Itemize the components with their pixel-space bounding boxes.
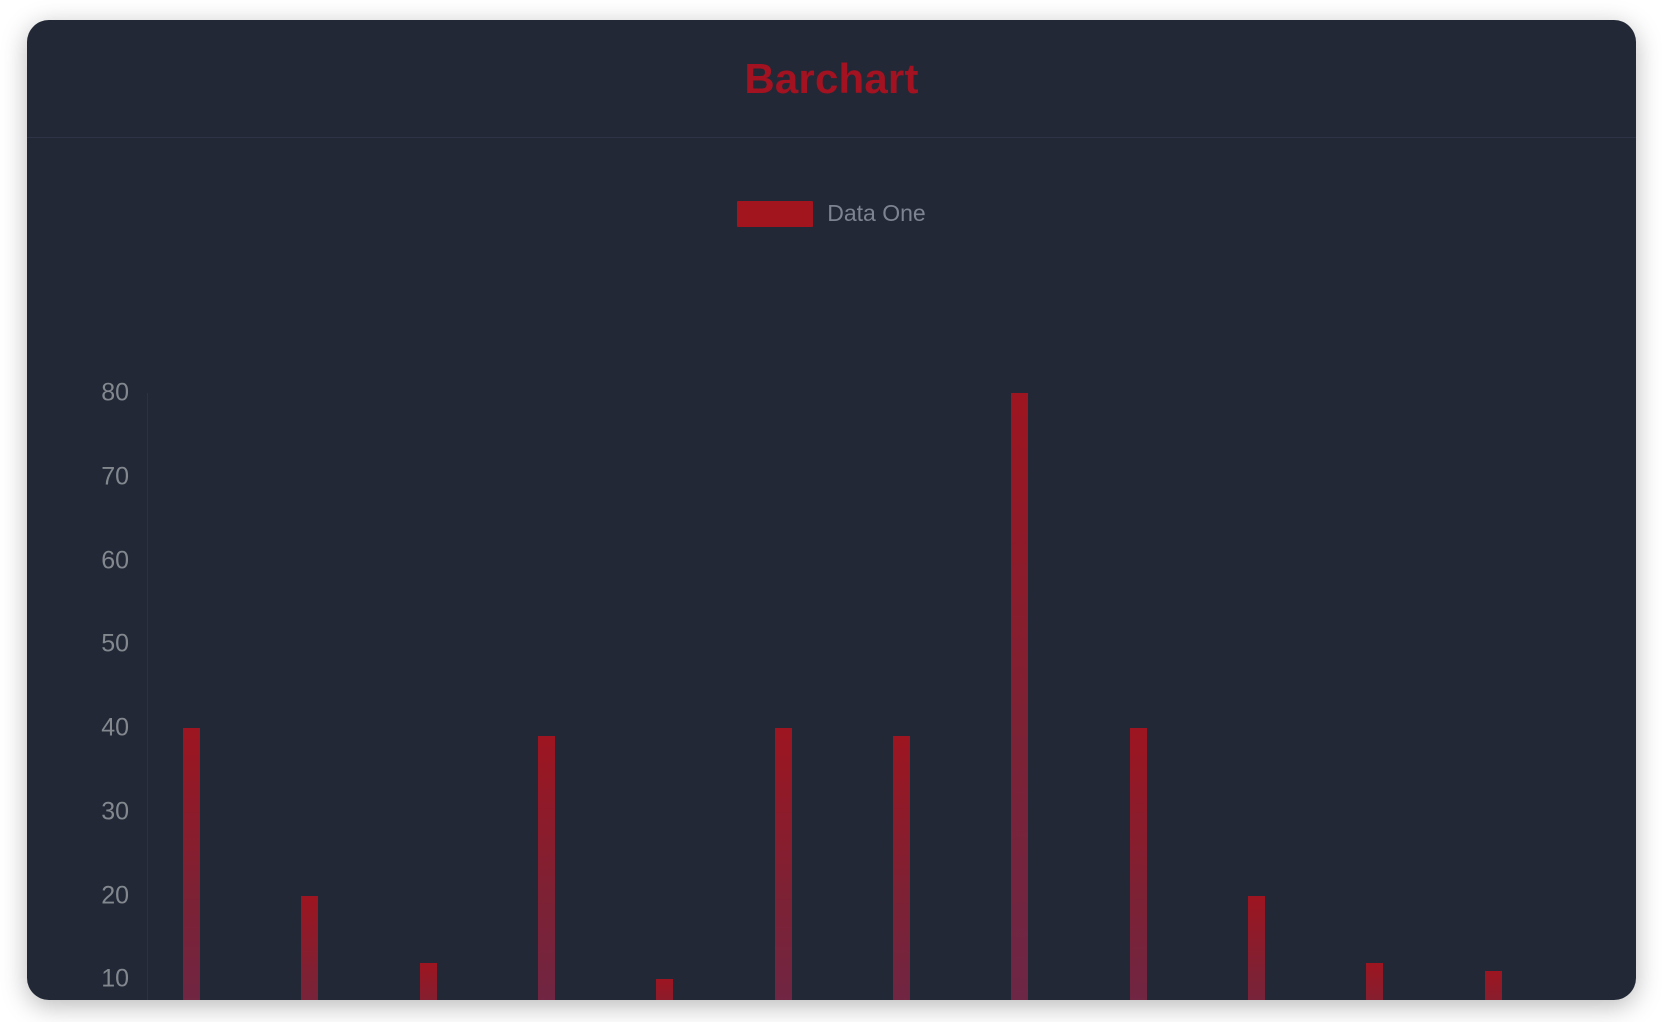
bar[interactable] bbox=[1247, 895, 1265, 1000]
card-header: Barchart bbox=[27, 20, 1636, 138]
y-axis-tick-label: 70 bbox=[101, 462, 129, 491]
page-title: Barchart bbox=[744, 54, 919, 102]
bar[interactable] bbox=[537, 736, 555, 1000]
bar[interactable] bbox=[419, 962, 437, 1000]
y-axis-tick-label: 80 bbox=[101, 378, 129, 407]
bar-slot bbox=[1449, 393, 1567, 1000]
bar[interactable] bbox=[301, 895, 319, 1000]
legend-item-data-one[interactable]: Data One bbox=[737, 200, 926, 227]
bar[interactable] bbox=[1011, 393, 1029, 1000]
bar[interactable] bbox=[774, 728, 792, 1000]
bar-slot bbox=[620, 393, 738, 1000]
bar-slot bbox=[1094, 393, 1212, 1000]
bar-slot bbox=[1330, 393, 1448, 1000]
y-axis-tick-label: 30 bbox=[101, 797, 129, 826]
bar[interactable] bbox=[1129, 728, 1147, 1000]
chart-card: Barchart Data One 01020304050607080 Janu… bbox=[27, 20, 1636, 1000]
bar-slot bbox=[384, 393, 502, 1000]
bar[interactable] bbox=[892, 736, 910, 1000]
y-axis-tick-label: 60 bbox=[101, 546, 129, 574]
y-axis-tick-label: 40 bbox=[101, 713, 129, 742]
bar-slot bbox=[265, 393, 383, 1000]
bar-slot bbox=[1212, 393, 1330, 1000]
bar-slot bbox=[857, 393, 975, 1000]
bar[interactable] bbox=[1484, 970, 1502, 1000]
bar-slot bbox=[502, 393, 620, 1000]
legend-label: Data One bbox=[827, 200, 926, 226]
y-axis-line bbox=[147, 393, 148, 1000]
bar-group bbox=[147, 393, 1567, 1000]
bar-slot bbox=[975, 393, 1093, 1000]
bar[interactable] bbox=[656, 979, 674, 1000]
chart-legend: Data One bbox=[27, 200, 1636, 227]
bar[interactable] bbox=[1366, 962, 1384, 1000]
legend-swatch-icon bbox=[737, 200, 814, 227]
y-axis-tick-label: 20 bbox=[101, 881, 129, 909]
plot-area: 01020304050607080 bbox=[101, 379, 1567, 1000]
bar-slot bbox=[739, 393, 857, 1000]
bar-slot bbox=[147, 393, 265, 1000]
card-body: Data One 01020304050607080 JanuaryFebrua… bbox=[27, 138, 1636, 1000]
y-axis-tick-label: 10 bbox=[101, 964, 129, 993]
bar[interactable] bbox=[183, 728, 200, 1000]
y-axis-tick-label: 50 bbox=[101, 629, 129, 658]
